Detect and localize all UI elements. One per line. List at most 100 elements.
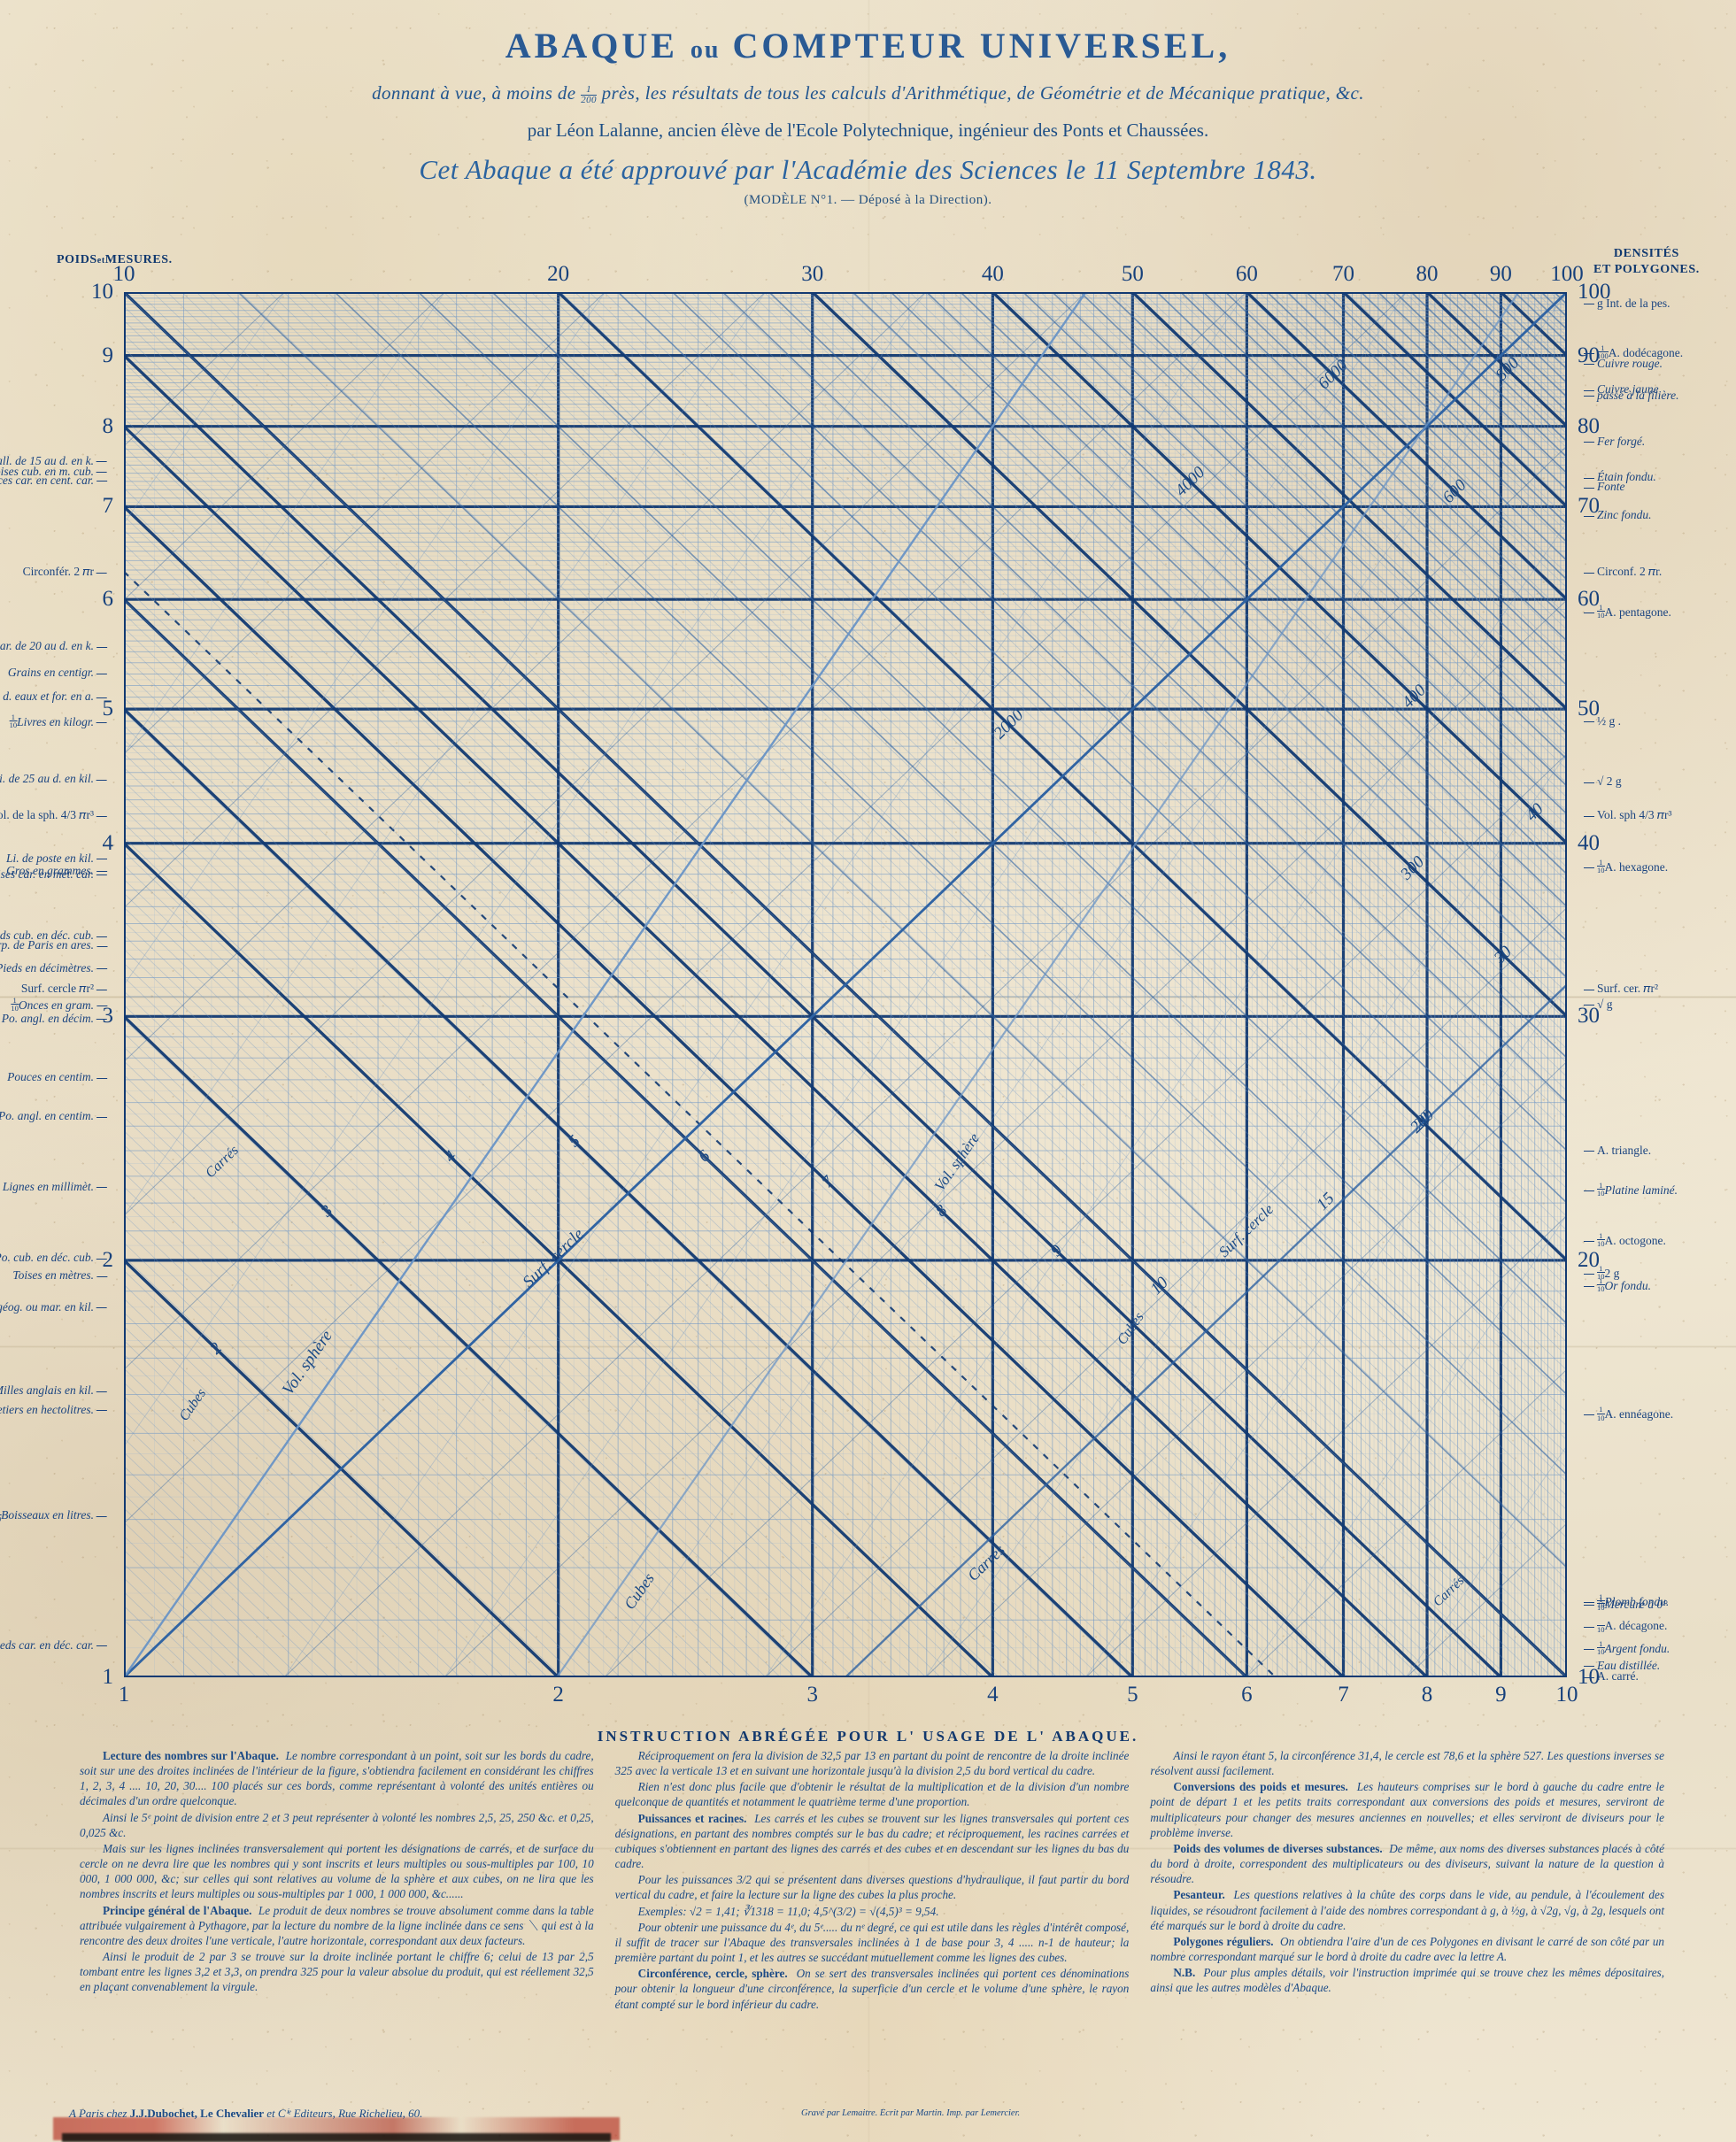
axis-tick-right-60: 60: [1578, 587, 1600, 612]
instruction-paragraph: Principe général de l'Abaque. Le produit…: [80, 1903, 594, 1947]
margin-label-l-17: Li. de poste en kil.: [6, 851, 110, 866]
margin-label-r-19: Vol. sph 4/3 𝜋r³: [1581, 808, 1672, 822]
margin-label-r-35: 1 10Argent fondu.: [1581, 1640, 1670, 1656]
margin-label-r-15: 1 10A. pentagone.: [1581, 604, 1671, 620]
left-caption-mesures: MESURES.: [104, 253, 173, 266]
axis-tick-bottom-7: 7: [1338, 1683, 1349, 1707]
margin-label-r-13: Circonf. 2 𝜋r.: [1581, 565, 1662, 579]
svg-text:Vol. sphère: Vol. sphère: [279, 1327, 336, 1398]
instruction-paragraph: Pesanteur. Les questions relatives à la …: [1150, 1888, 1665, 1932]
right-axis-caption: DENSITÉS ET POLYGONES.: [1593, 246, 1700, 277]
instruction-paragraph: N.B. Pour plus amples détails, voir l'in…: [1150, 1966, 1665, 1995]
axis-tick-top-70: 70: [1332, 262, 1354, 286]
axis-tick-top-80: 80: [1416, 262, 1439, 286]
axis-tick-left-7: 7: [102, 494, 114, 519]
axis-tick-left-9: 9: [102, 343, 114, 367]
margin-label-l-13: 1 10Livres en kilogr.: [9, 713, 110, 729]
abaque-nomogram[interactable]: 2 3 4 5 6 7 8 9 10 15 20 30 40 200 300 400 600 800 2000 400…: [0, 262, 1683, 1707]
axis-tick-right-30: 30: [1578, 1004, 1600, 1029]
modele-line: (MODÈLE N°1. — Déposé à la Direction).: [744, 192, 992, 207]
axis-tick-right-50: 50: [1578, 697, 1600, 721]
svg-text:Carrés: Carrés: [964, 1541, 1008, 1584]
svg-text:Carrés: Carrés: [203, 1143, 242, 1181]
instruction-paragraph: Polygones réguliers. On obtiendra l'aire…: [1150, 1934, 1665, 1964]
margin-label-l-9: Li. mar. de 20 au d. en k.: [0, 639, 110, 653]
margin-label-r-38: A. carré.: [1581, 1669, 1639, 1684]
nomogram-grid[interactable]: 2 3 4 5 6 7 8 9 10 15 20 30 40 200 300 400 600 800 2000 400…: [124, 292, 1567, 1677]
svg-text:Cubes: Cubes: [1115, 1310, 1147, 1348]
margin-label-l-29: Lignes en millimèt.: [3, 1180, 110, 1194]
axis-tick-top-20: 20: [547, 262, 570, 286]
margin-label-r-34: 1 10Plomb fondu.: [1581, 1593, 1669, 1609]
margin-label-r-8: Fer forgé.: [1581, 435, 1645, 449]
instruction-paragraph: Exemples: √2 = 1,41; ∛1318 = 11,0; 4,5^(…: [637, 1904, 939, 1918]
instruction-column-1: Lecture des nombres sur l'Abaque. Le nom…: [80, 1748, 594, 2013]
instruction-paragraph: Ainsi le produit de 2 par 3 se trouve su…: [80, 1950, 594, 1994]
margin-label-l-22: Pieds en décimètres.: [0, 961, 110, 975]
margin-label-l-21: 110Arp. de Paris en ares.: [0, 936, 110, 952]
imprint-part-a: A Paris chez: [69, 2107, 127, 2120]
margin-label-l-18: Gros en grammes.: [6, 864, 110, 878]
axis-tick-top-60: 60: [1235, 262, 1258, 286]
margin-label-l-11: 110Arp. d. eaux et for. en a.: [0, 688, 110, 704]
instruction-paragraph: Ainsi le rayon étant 5, la circonférence…: [1150, 1749, 1665, 1778]
margin-label-r-21: 1 10A. hexagone.: [1581, 859, 1668, 875]
margin-label-r-17: ½ g .: [1581, 714, 1621, 728]
axis-tick-top-50: 50: [1121, 262, 1144, 286]
margin-label-l-30: 1100Po. cub. en déc. cub.: [0, 1249, 110, 1265]
axis-tick-bottom-8: 8: [1421, 1683, 1433, 1707]
instruction-column-2: Réciproquement on fera la division de 32…: [615, 1748, 1130, 2013]
margin-label-r-5: Cuivre jaune: [1581, 382, 1659, 397]
axis-tick-bottom-9: 9: [1495, 1683, 1507, 1707]
margin-label-l-24: 1 10Onces en gram.: [11, 997, 110, 1013]
margin-label-l-27: Pouces en centim.: [7, 1070, 110, 1084]
axis-tick-right-80: 80: [1578, 413, 1600, 438]
imprint-part-c: et Cⁱᵉ Editeurs, Rue Richelieu, 60.: [266, 2107, 423, 2120]
axis-tick-right-40: 40: [1578, 830, 1600, 855]
publisher-imprint: A Paris chez J.J.Dubochet, Le Chevalier …: [69, 2107, 422, 2121]
margin-label-r-33: 10A. décagone.: [1581, 1617, 1667, 1633]
margin-label-l-4: Toises cub. en m. cub.: [0, 465, 110, 479]
fraction-numerator: 1: [581, 84, 597, 96]
axis-tick-top-30: 30: [801, 262, 824, 286]
svg-text:Surf. cercle: Surf. cercle: [520, 1225, 588, 1291]
margin-label-r-31: 1 10A. ennéagone.: [1581, 1406, 1673, 1422]
title-main: ABAQUE: [505, 26, 678, 65]
margin-label-r-29: 1 102 g: [1581, 1265, 1619, 1281]
title-rest: COMPTEUR UNIVERSEL,: [732, 26, 1231, 65]
axis-tick-right-100: 100: [1578, 280, 1611, 304]
right-caption-line2: ET POLYGONES.: [1593, 262, 1700, 276]
margin-label-l-26: Po. angl. en décim.: [2, 1012, 110, 1026]
margin-label-l-33: Mil. géog. ou mar. en kil.: [0, 1300, 110, 1314]
axis-tick-left-2: 2: [102, 1247, 114, 1272]
margin-label-r-9: Étain fondu.: [1581, 470, 1656, 484]
margin-label-r-10: Fonte: [1581, 480, 1625, 494]
margin-label-r-4: Cuivre rouge.: [1581, 357, 1663, 371]
instruction-columns: Lecture des nombres sur l'Abaque. Le nom…: [80, 1748, 1664, 2013]
approval-line: Cet Abaque a été approuvé par l'Académie…: [419, 153, 1317, 185]
instruction-paragraph: Conversions des poids et mesures. Les ha…: [1150, 1780, 1665, 1839]
title-conjunction: ou: [690, 36, 721, 64]
instruction-paragraph: Pour les puissances 3/2 qui se présenten…: [614, 1873, 1130, 1902]
margin-label-r-1: g Int. de la pes.: [1581, 297, 1670, 311]
instruction-heading: INSTRUCTION ABRÉGÉE POUR L' USAGE DE L' …: [597, 1728, 1139, 1745]
axis-tick-bottom-10: 10: [1555, 1683, 1578, 1707]
margin-label-l-37: Pieds car. en déc. car.: [0, 1638, 110, 1653]
axis-tick-top-10: 10: [112, 262, 135, 286]
margin-label-l-5: Pouces car. en cent. car.: [0, 474, 110, 488]
margin-label-l-34: Milles anglais en kil.: [0, 1383, 110, 1398]
document-header: ABAQUE ou COMPTEUR UNIVERSEL, donnant à …: [0, 0, 1736, 208]
margin-label-l-19: Toises car. en mét. car.: [0, 867, 110, 882]
left-axis-caption: POIDSetMESURES.: [57, 253, 173, 267]
subtitle-part-a: donnant à vue, à moins de: [372, 82, 576, 104]
axis-tick-top-40: 40: [981, 262, 1004, 286]
margin-label-r-25: A. triangle.: [1581, 1144, 1651, 1158]
instruction-paragraph: Circonférence, cercle, sphère. On se ser…: [614, 1967, 1130, 2011]
engraver-credit: Gravé par Lemaitre. Ecrit par Martin. Im…: [801, 2108, 1021, 2118]
margin-label-l-15: Vol. de la sph. 4/3 𝜋r³: [0, 808, 110, 822]
left-caption-poids: POIDS: [57, 253, 97, 266]
axis-tick-bottom-1: 1: [118, 1683, 130, 1707]
instruction-paragraph: Ainsi le 5ᵉ point de division entre 2 et…: [80, 1810, 594, 1839]
margin-label-l-10: Grains en centigr.: [8, 666, 110, 680]
margin-label-r-32: 1 10Mercure à 0°: [1581, 1596, 1668, 1612]
